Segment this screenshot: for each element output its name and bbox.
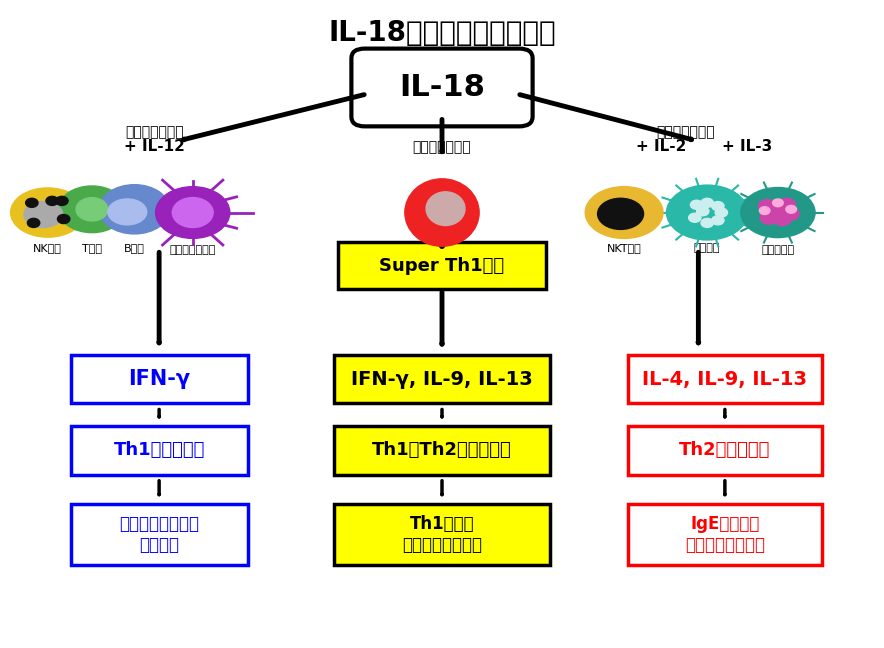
Text: IFN-γ: IFN-γ — [128, 369, 190, 389]
Ellipse shape — [690, 200, 703, 209]
Ellipse shape — [26, 198, 38, 207]
Ellipse shape — [156, 187, 230, 238]
Text: IL-18: IL-18 — [399, 73, 485, 102]
Text: T細胞: T細胞 — [82, 243, 102, 253]
Ellipse shape — [778, 198, 796, 211]
Text: Th1型免疫応答: Th1型免疫応答 — [113, 441, 205, 459]
FancyBboxPatch shape — [628, 504, 822, 565]
Text: マクロファージ: マクロファージ — [170, 245, 216, 255]
Ellipse shape — [712, 202, 724, 211]
Ellipse shape — [712, 216, 724, 225]
Text: + IL-12: + IL-12 — [125, 139, 185, 154]
Text: 好塩基球: 好塩基球 — [694, 243, 720, 253]
Ellipse shape — [108, 199, 147, 225]
Text: IL-4, IL-9, IL-13: IL-4, IL-9, IL-13 — [643, 369, 807, 389]
Ellipse shape — [11, 188, 85, 237]
Text: IFN-γ, IL-9, IL-13: IFN-γ, IL-9, IL-13 — [351, 369, 533, 389]
Text: マスト細胞: マスト細胞 — [761, 245, 795, 255]
Ellipse shape — [57, 214, 70, 224]
Ellipse shape — [760, 211, 778, 224]
FancyBboxPatch shape — [71, 504, 248, 565]
Ellipse shape — [781, 207, 799, 220]
Text: + IL-3: + IL-3 — [722, 139, 772, 154]
Ellipse shape — [76, 198, 108, 221]
Text: 抗原刺激（－）: 抗原刺激（－） — [656, 125, 714, 139]
Ellipse shape — [58, 186, 126, 233]
Ellipse shape — [585, 187, 663, 238]
Text: IgE抗体産生
アレルギー性炎症: IgE抗体産生 アレルギー性炎症 — [685, 515, 765, 554]
Ellipse shape — [667, 185, 748, 240]
Text: + IL-2: + IL-2 — [636, 139, 686, 154]
FancyBboxPatch shape — [334, 504, 551, 565]
FancyBboxPatch shape — [628, 355, 822, 403]
Text: Th2型免疫応答: Th2型免疫応答 — [679, 441, 771, 459]
FancyBboxPatch shape — [71, 355, 248, 403]
FancyBboxPatch shape — [334, 355, 551, 403]
Ellipse shape — [405, 179, 479, 246]
Text: Super Th1細胞: Super Th1細胞 — [379, 257, 505, 275]
Ellipse shape — [759, 207, 770, 214]
FancyBboxPatch shape — [338, 242, 545, 289]
FancyBboxPatch shape — [71, 426, 248, 474]
Text: 抗アレルギー作用
臓器傷害: 抗アレルギー作用 臓器傷害 — [119, 515, 199, 554]
Ellipse shape — [774, 213, 791, 226]
Ellipse shape — [715, 208, 728, 217]
Ellipse shape — [773, 199, 783, 207]
Ellipse shape — [172, 198, 213, 227]
Text: Th1型喘息
アトピー性皮膚炎: Th1型喘息 アトピー性皮膚炎 — [402, 515, 482, 554]
FancyBboxPatch shape — [628, 426, 822, 474]
FancyBboxPatch shape — [334, 426, 551, 474]
Ellipse shape — [786, 205, 796, 213]
Ellipse shape — [598, 198, 644, 229]
Text: NK細胞: NK細胞 — [34, 243, 62, 253]
Text: B細胞: B細胞 — [124, 243, 145, 253]
Text: 抗原刺激（＋）: 抗原刺激（＋） — [413, 140, 471, 154]
Ellipse shape — [766, 205, 784, 218]
Ellipse shape — [741, 187, 815, 238]
Text: 抗原刺激（－）: 抗原刺激（－） — [126, 125, 184, 139]
Ellipse shape — [701, 218, 713, 227]
Ellipse shape — [689, 213, 701, 222]
Text: NKT細胞: NKT細胞 — [606, 243, 642, 253]
Ellipse shape — [24, 202, 63, 227]
Text: Th1／Th2反応の混在: Th1／Th2反応の混在 — [372, 441, 512, 459]
Ellipse shape — [27, 218, 40, 227]
Ellipse shape — [99, 185, 170, 234]
Ellipse shape — [56, 196, 68, 205]
Ellipse shape — [758, 200, 776, 213]
FancyBboxPatch shape — [352, 49, 532, 126]
Ellipse shape — [426, 192, 465, 226]
Ellipse shape — [701, 198, 713, 207]
Ellipse shape — [697, 207, 709, 216]
Ellipse shape — [46, 196, 58, 205]
Text: IL-18による免疫制御機構: IL-18による免疫制御機構 — [328, 19, 556, 47]
